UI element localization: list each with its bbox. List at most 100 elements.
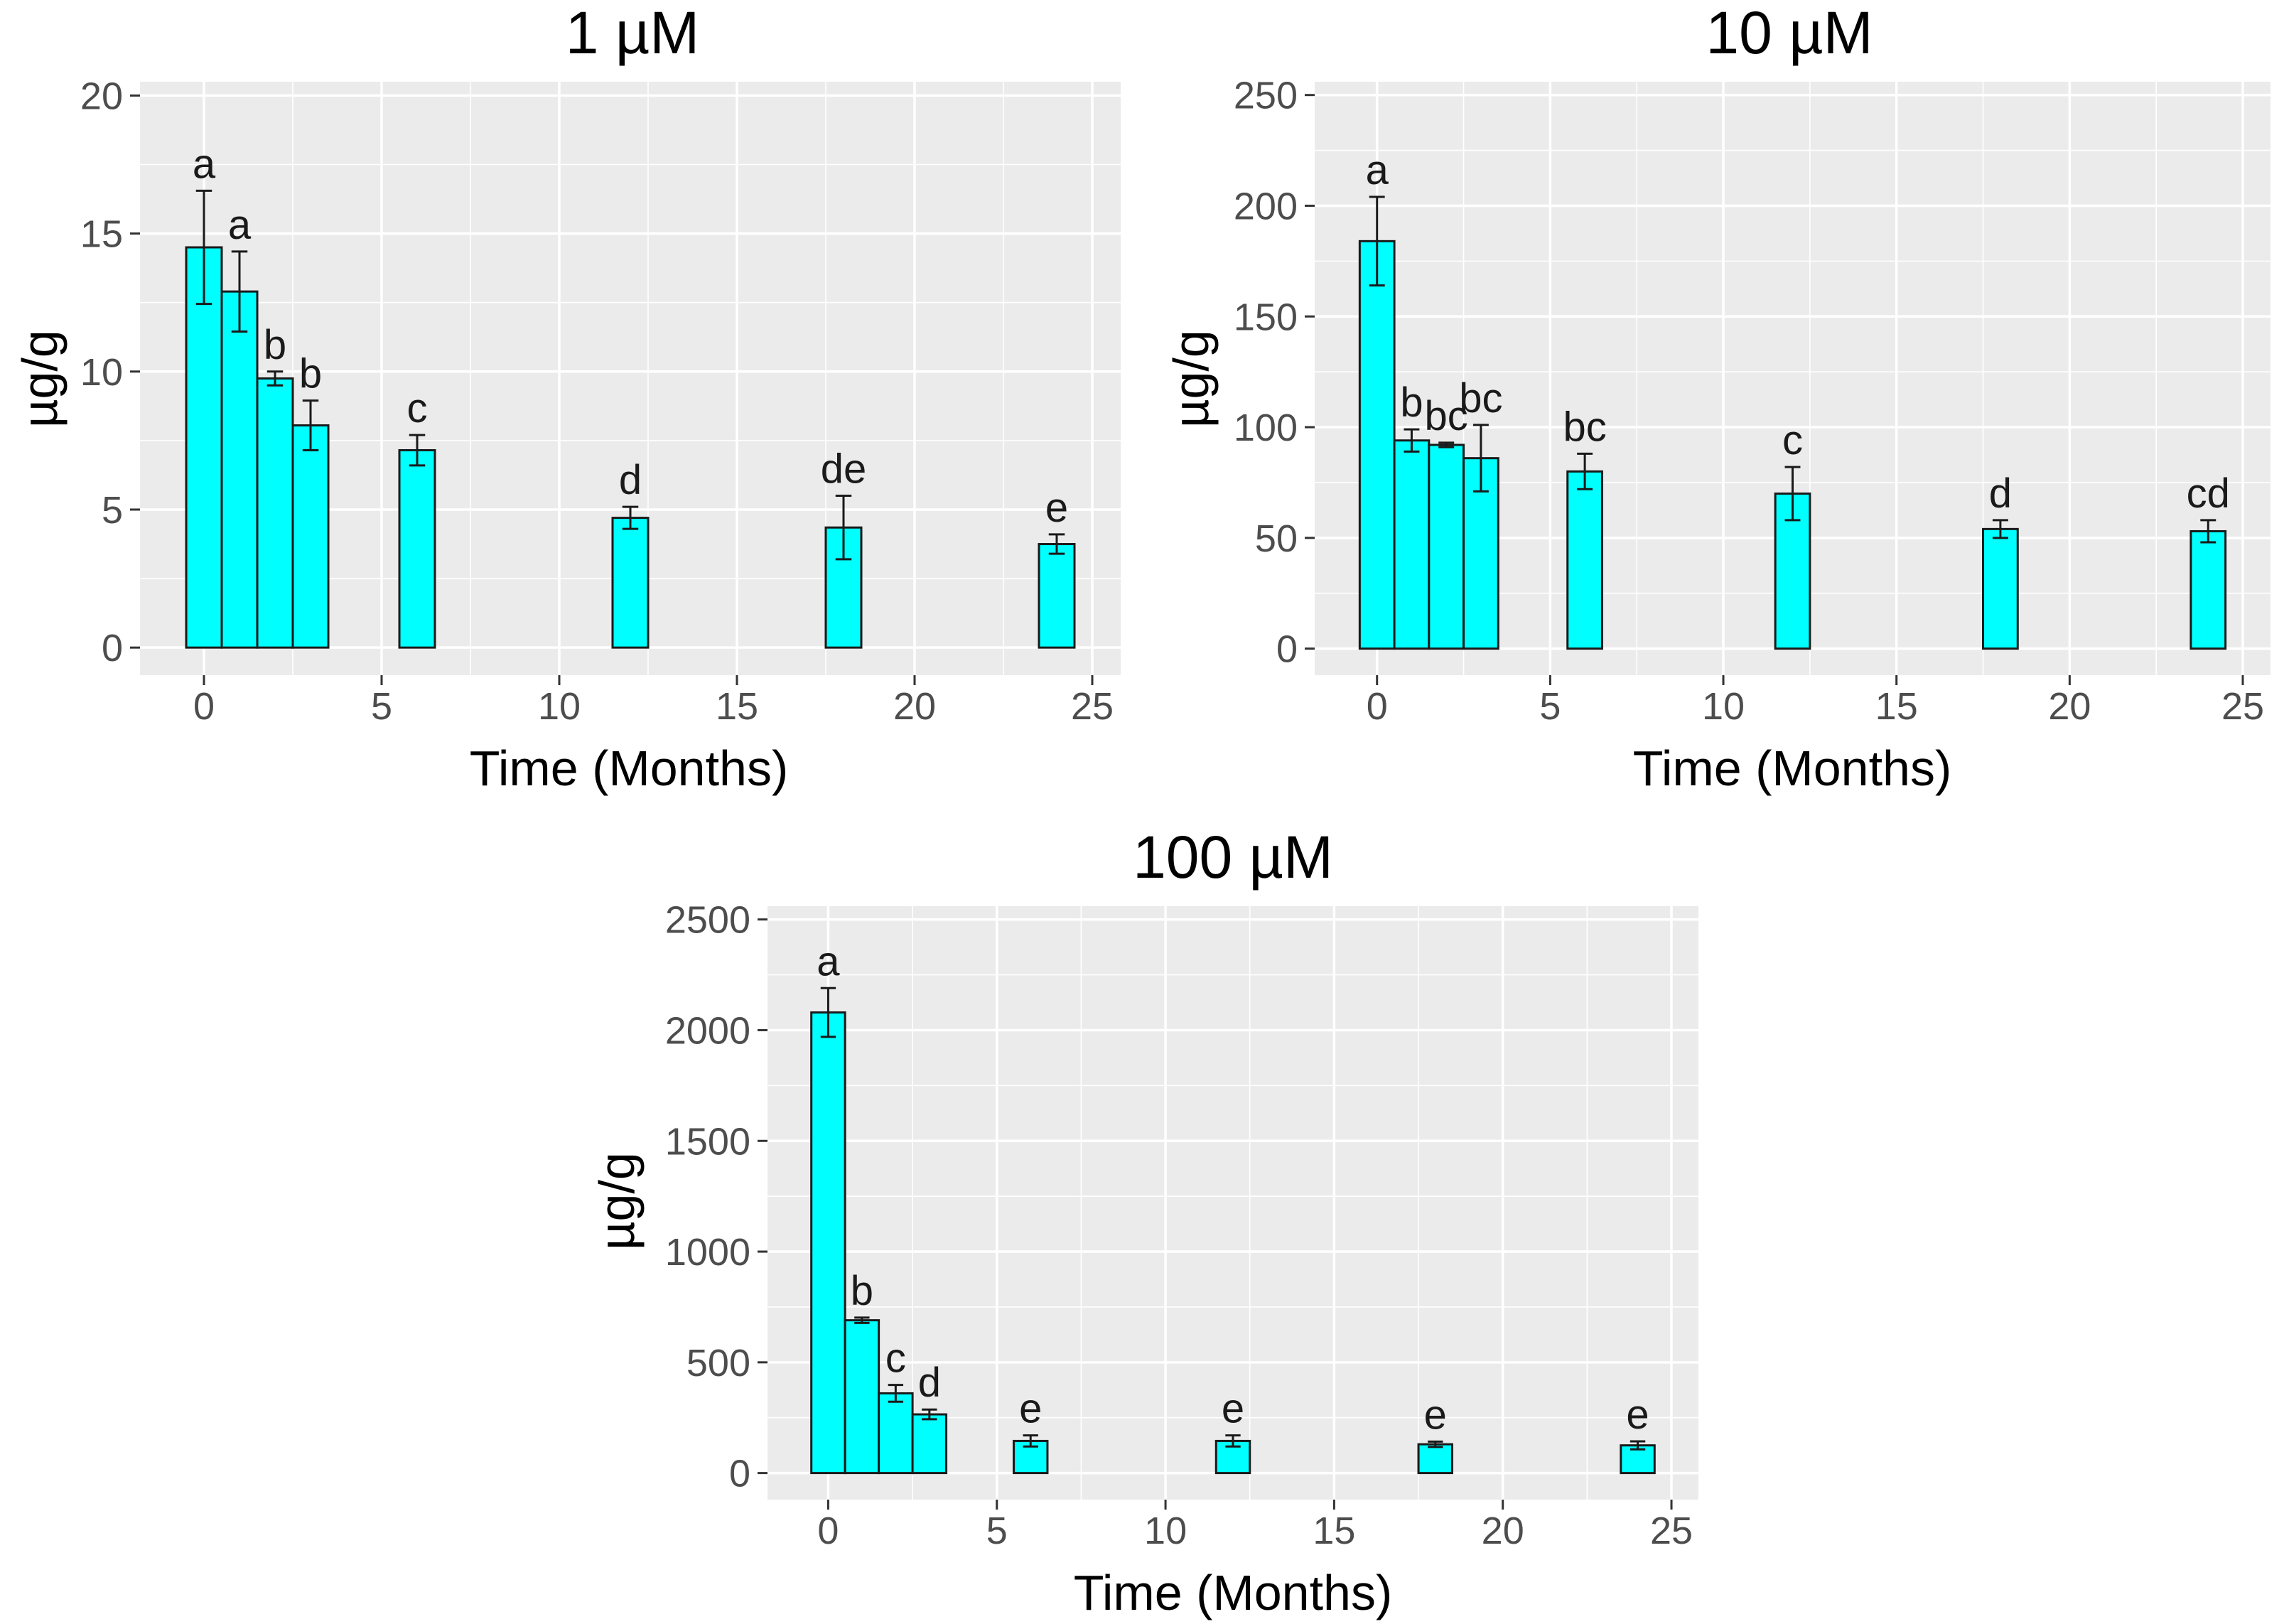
x-axis-title: Time (Months)	[470, 741, 789, 796]
error-bar	[231, 250, 248, 333]
x-axis-title: Time (Months)	[1074, 1565, 1393, 1620]
significance-label: bc	[1459, 375, 1502, 421]
chart-title: 100 µM	[1133, 824, 1333, 891]
significance-label: c	[407, 385, 428, 431]
y-axis-title: µg/g	[1163, 330, 1219, 428]
y-axis-title: µg/g	[12, 330, 68, 428]
x-tick-label: 15	[1313, 1510, 1355, 1552]
x-tick-label: 10	[538, 685, 581, 728]
error-bar	[1048, 533, 1065, 555]
bar	[1012, 1439, 1049, 1475]
y-tick-label: 2500	[665, 899, 750, 942]
bar	[1358, 240, 1396, 650]
x-tick-label: 10	[1144, 1510, 1187, 1552]
error-bar	[1428, 1440, 1443, 1448]
significance-label: b	[264, 322, 286, 368]
x-tick-label: 25	[1071, 685, 1114, 728]
x-tick-label: 20	[893, 685, 936, 728]
error-bar	[1225, 1434, 1241, 1448]
significance-label: d	[918, 1360, 941, 1406]
error-bar	[854, 1316, 870, 1324]
significance-label: a	[1366, 147, 1389, 193]
error-bar	[1404, 428, 1420, 453]
x-tick-label: 0	[817, 1510, 839, 1552]
bar	[1038, 543, 1076, 649]
x-tick-label: 5	[986, 1510, 1008, 1552]
chart-panel-1uM: 0 5 10 15 20 25 0 5 10 15 20 aa bb c d de e 1 µM µg/g Ti…	[12, 0, 1121, 796]
significance-label: d	[1989, 470, 2012, 517]
error-bar	[266, 370, 284, 387]
x-tick-label: 5	[371, 685, 392, 728]
y-tick-label: 1000	[665, 1231, 750, 1274]
chart-title: 1 µM	[566, 0, 699, 66]
bar	[1428, 443, 1465, 650]
error-bar	[195, 189, 212, 306]
error-bar	[622, 505, 639, 530]
error-bar	[820, 986, 836, 1038]
error-bar	[1577, 452, 1593, 490]
bar	[256, 377, 294, 649]
significance-label: cd	[2187, 470, 2230, 517]
significance-label: e	[1222, 1386, 1244, 1432]
bar	[810, 1011, 846, 1475]
bar	[185, 246, 223, 649]
significance-label: bc	[1425, 393, 1468, 439]
significance-label: b	[299, 351, 322, 397]
error-bar	[888, 1384, 904, 1403]
y-tick-label: 200	[1234, 185, 1298, 227]
significance-label: a	[193, 141, 216, 187]
y-tick-label: 1500	[665, 1120, 750, 1163]
bar	[291, 424, 330, 649]
plot-background	[767, 906, 1698, 1500]
y-tick-label: 100	[1234, 407, 1298, 449]
bar	[844, 1319, 880, 1475]
significance-label: b	[851, 1268, 873, 1314]
significance-label: a	[228, 202, 252, 248]
error-bar	[1369, 195, 1385, 287]
bar	[2189, 529, 2227, 650]
x-tick-label: 15	[1875, 685, 1918, 728]
error-bar	[1784, 466, 1801, 522]
chart-panel-100uM: 0 5 10 15 20 25 0 500 1000 1500 2000 2500 a bcd e e e e 1…	[589, 824, 1698, 1620]
chart-title: 10 µM	[1706, 0, 1873, 66]
significance-label: c	[885, 1335, 906, 1382]
bar	[1982, 527, 2019, 650]
error-bar	[302, 399, 319, 451]
error-bar	[1472, 424, 1489, 493]
bar	[824, 526, 863, 649]
y-tick-label: 20	[80, 75, 123, 117]
bar	[611, 517, 650, 649]
y-axis-title: µg/g	[589, 1152, 645, 1250]
x-tick-label: 10	[1702, 685, 1745, 728]
significance-label: e	[1045, 485, 1068, 531]
bar	[1417, 1443, 1454, 1475]
y-tick-label: 50	[1255, 517, 1298, 560]
y-tick-label: 10	[80, 351, 123, 394]
bar	[1566, 470, 1603, 650]
significance-label: e	[1019, 1386, 1042, 1432]
bar	[220, 290, 259, 649]
plot-area: 0 5 10 15 20 25 0 500 1000 1500 2000 2500 a bcd e e e e	[665, 899, 1698, 1552]
error-bar	[835, 495, 852, 561]
error-bar	[1992, 519, 2008, 539]
y-tick-label: 2000	[665, 1009, 750, 1052]
y-tick-label: 15	[80, 213, 123, 256]
significance-label: b	[1400, 380, 1423, 426]
error-bar	[922, 1408, 937, 1421]
bar	[1393, 439, 1431, 650]
error-bar	[2200, 519, 2216, 544]
x-tick-label: 15	[716, 685, 758, 728]
y-tick-label: 150	[1234, 296, 1298, 338]
error-bar	[1438, 441, 1455, 448]
x-tick-label: 25	[1650, 1510, 1693, 1552]
x-tick-label: 0	[193, 685, 215, 728]
error-bar	[1023, 1434, 1038, 1448]
bar	[398, 448, 436, 649]
y-tick-label: 250	[1234, 75, 1298, 117]
y-tick-label: 500	[686, 1342, 750, 1384]
error-bar	[1629, 1440, 1646, 1451]
significance-label: e	[1424, 1392, 1447, 1438]
y-tick-label: 0	[729, 1453, 750, 1495]
